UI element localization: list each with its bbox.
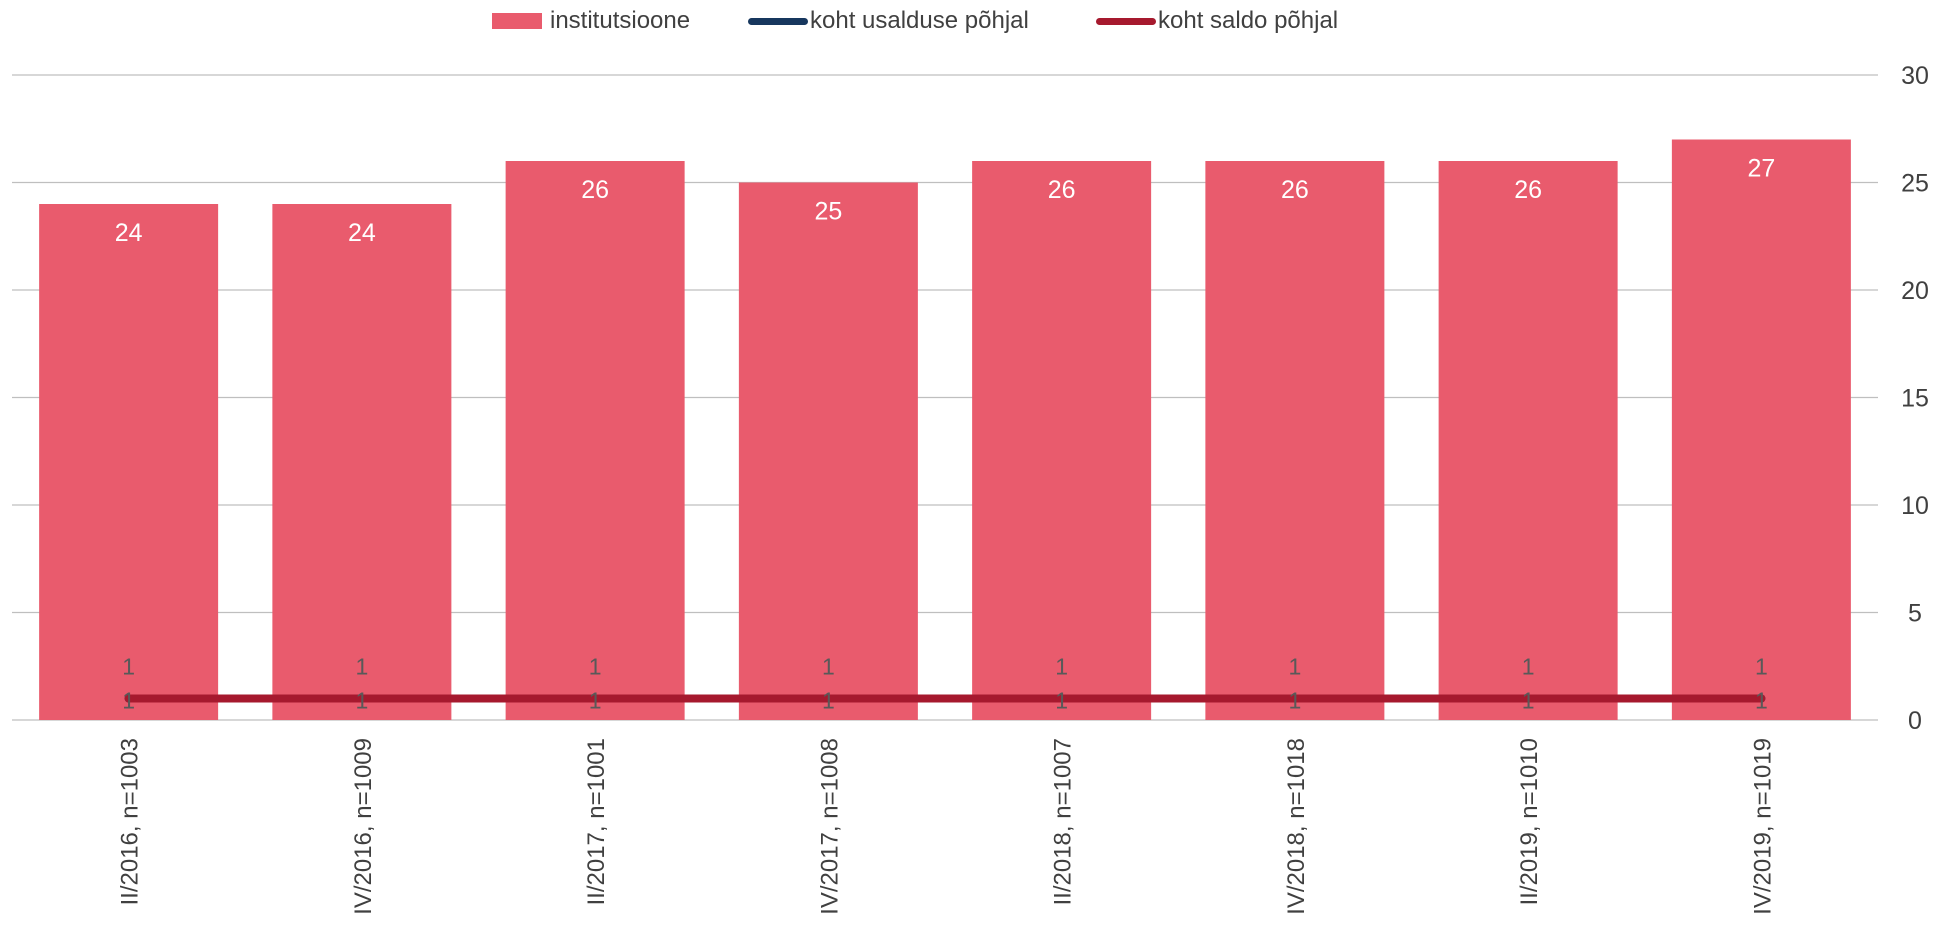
line-value-label: 1: [122, 654, 135, 680]
bar-value-label: 26: [1281, 176, 1309, 204]
line-value-label: 1: [122, 688, 135, 714]
line-value-label: 1: [1288, 688, 1301, 714]
category-label: II/2016, n=1003: [117, 738, 144, 905]
y-tick-label: 15: [1901, 385, 1929, 413]
legend-swatch-line: [1096, 17, 1156, 25]
legend-label: institutsioone: [550, 7, 691, 34]
bar-value-label: 26: [581, 176, 609, 204]
bar: [738, 182, 918, 720]
bar-value-label: 27: [1747, 155, 1775, 183]
bar: [1438, 161, 1618, 720]
bar-value-label: 26: [1514, 176, 1542, 204]
line-value-label: 1: [1522, 688, 1535, 714]
line-value-label: 1: [1055, 688, 1068, 714]
line-value-label: 1: [1055, 654, 1068, 680]
legend-item-koht-saldo: koht saldo põhjal: [1096, 4, 1338, 38]
line-value-label: 1: [589, 688, 602, 714]
line-value-label: 1: [1522, 654, 1535, 680]
category-label: II/2018, n=1007: [1050, 738, 1077, 905]
category-label: II/2017, n=1001: [583, 738, 610, 905]
legend: institutsioone koht usalduse põhjal koht…: [0, 4, 1940, 38]
category-label: IV/2016, n=1009: [350, 738, 377, 915]
y-tick-label: 5: [1908, 600, 1922, 628]
line-value-label: 1: [355, 654, 368, 680]
bar: [1205, 161, 1385, 720]
line-value-label: 1: [822, 688, 835, 714]
line-value-label: 1: [355, 688, 368, 714]
legend-label: koht saldo põhjal: [1158, 7, 1339, 34]
bar-value-label: 26: [1048, 176, 1076, 204]
category-label: IV/2019, n=1019: [1749, 738, 1776, 915]
line-value-label: 1: [589, 654, 602, 680]
y-tick-label: 0: [1908, 707, 1922, 735]
category-label: IV/2017, n=1008: [816, 738, 843, 915]
bar: [39, 204, 219, 720]
line-value-label: 1: [1288, 654, 1301, 680]
bar: [505, 161, 685, 720]
y-tick-label: 20: [1901, 277, 1929, 305]
legend-item-koht-usalduse: koht usalduse põhjal: [748, 4, 1029, 38]
bar: [972, 161, 1152, 720]
y-tick-label: 30: [1901, 62, 1929, 90]
y-tick-label: 10: [1901, 492, 1929, 520]
line-value-label: 1: [1755, 654, 1768, 680]
category-label: II/2019, n=1010: [1516, 738, 1543, 905]
legend-label: koht usalduse põhjal: [810, 7, 1029, 34]
bar: [272, 204, 452, 720]
line-value-label: 1: [822, 654, 835, 680]
y-tick-label: 25: [1901, 170, 1929, 198]
legend-swatch-bar: [492, 13, 542, 29]
bar-value-label: 24: [115, 219, 143, 247]
bar-value-label: 24: [348, 219, 376, 247]
legend-swatch-line: [748, 17, 808, 25]
bar-value-label: 25: [814, 198, 842, 226]
line-value-label: 1: [1755, 688, 1768, 714]
legend-item-institutsioone: institutsioone: [492, 4, 690, 38]
category-label: IV/2018, n=1018: [1283, 738, 1310, 915]
bar: [1671, 139, 1851, 720]
